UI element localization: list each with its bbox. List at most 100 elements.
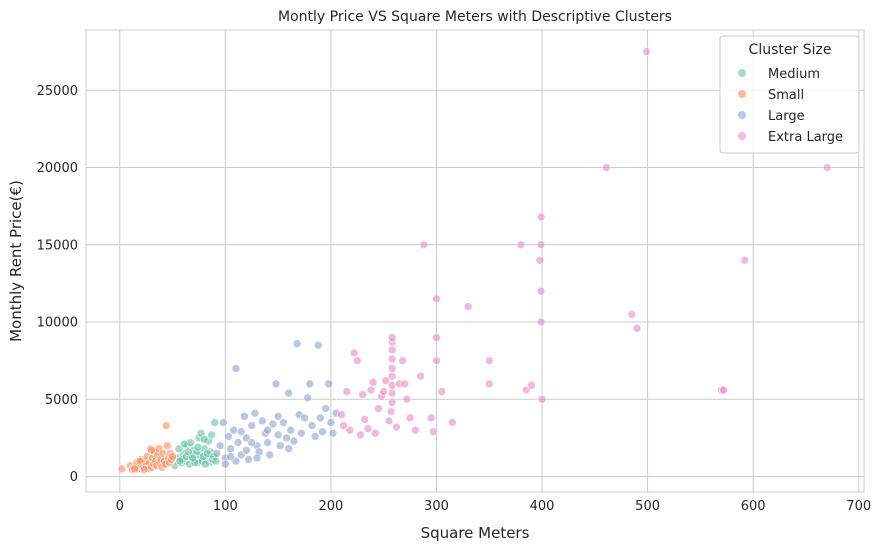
data-point bbox=[627, 310, 637, 319]
y-tick-labels: 0 5000 10000 15000 20000 25000 bbox=[37, 84, 78, 485]
data-point bbox=[224, 432, 233, 441]
data-point bbox=[161, 421, 171, 430]
legend-item-label: Medium bbox=[768, 67, 820, 82]
data-point bbox=[352, 356, 362, 365]
data-point bbox=[400, 379, 410, 389]
data-point bbox=[387, 354, 397, 364]
data-point bbox=[193, 442, 203, 452]
data-point bbox=[822, 163, 832, 172]
data-point bbox=[226, 444, 235, 454]
data-point bbox=[419, 240, 429, 250]
data-point bbox=[273, 430, 283, 440]
data-point bbox=[218, 418, 228, 427]
data-point bbox=[117, 464, 127, 474]
data-point bbox=[374, 404, 383, 413]
legend-marker bbox=[738, 132, 746, 140]
data-point bbox=[356, 430, 365, 440]
data-point bbox=[297, 428, 306, 438]
data-point bbox=[342, 387, 352, 396]
legend-item-label: Small bbox=[768, 88, 804, 103]
data-point bbox=[328, 428, 338, 438]
data-point bbox=[310, 432, 320, 441]
data-point bbox=[273, 411, 283, 421]
data-point bbox=[184, 447, 193, 457]
y-tick-label: 5000 bbox=[45, 393, 78, 408]
data-point bbox=[231, 364, 241, 373]
data-point bbox=[536, 317, 546, 327]
x-tick-label: 500 bbox=[635, 499, 660, 514]
data-point bbox=[537, 394, 547, 404]
data-point bbox=[387, 371, 397, 381]
x-tick-labels: 0 100 200 300 400 500 600 700 bbox=[116, 499, 871, 514]
x-axis-label: Square Meters bbox=[421, 524, 530, 542]
series-medium bbox=[170, 418, 221, 471]
data-point bbox=[642, 47, 651, 56]
series-extra-large bbox=[337, 47, 832, 440]
data-point bbox=[527, 381, 536, 390]
data-point bbox=[268, 419, 278, 429]
data-point bbox=[247, 421, 257, 430]
x-tick-label: 600 bbox=[741, 499, 766, 514]
data-point bbox=[437, 387, 447, 396]
data-point bbox=[484, 379, 494, 389]
data-point bbox=[313, 340, 323, 350]
data-point bbox=[247, 438, 257, 447]
data-point bbox=[384, 416, 394, 426]
data-point bbox=[263, 438, 272, 447]
data-point bbox=[318, 427, 327, 437]
data-point bbox=[240, 411, 249, 421]
data-point bbox=[271, 379, 281, 389]
legend-marker bbox=[738, 111, 746, 119]
data-point bbox=[207, 430, 216, 440]
data-point bbox=[536, 212, 546, 222]
data-point bbox=[168, 452, 177, 461]
data-point bbox=[387, 345, 397, 355]
data-point bbox=[366, 385, 376, 395]
x-tick-label: 700 bbox=[846, 499, 871, 514]
data-point bbox=[242, 445, 251, 455]
data-point bbox=[130, 464, 139, 474]
legend: Cluster Size Medium Small Large Extra Large bbox=[719, 35, 860, 154]
data-point bbox=[349, 348, 359, 358]
data-point bbox=[484, 356, 494, 365]
data-point bbox=[279, 418, 288, 427]
data-point bbox=[429, 427, 438, 437]
data-point bbox=[135, 456, 145, 466]
data-point bbox=[252, 453, 262, 463]
data-point bbox=[740, 255, 750, 265]
data-point bbox=[305, 379, 315, 389]
data-point bbox=[257, 416, 267, 426]
data-point bbox=[432, 356, 441, 365]
data-point bbox=[632, 323, 642, 333]
data-point bbox=[536, 286, 546, 296]
data-point bbox=[215, 441, 225, 450]
y-tick-label: 20000 bbox=[37, 161, 78, 176]
data-point bbox=[211, 456, 221, 466]
data-point bbox=[250, 408, 260, 418]
data-point bbox=[363, 424, 373, 433]
data-points bbox=[117, 47, 832, 474]
data-point bbox=[535, 255, 545, 265]
data-point bbox=[265, 450, 274, 460]
data-point bbox=[402, 394, 412, 404]
data-point bbox=[398, 356, 407, 365]
data-point bbox=[392, 422, 401, 432]
data-point bbox=[411, 425, 420, 435]
series-large bbox=[212, 339, 341, 469]
x-tick-label: 0 bbox=[116, 499, 124, 514]
data-point bbox=[292, 339, 302, 348]
data-point bbox=[416, 371, 425, 381]
data-point bbox=[200, 459, 210, 469]
y-tick-label: 10000 bbox=[37, 316, 78, 331]
data-point bbox=[386, 407, 396, 416]
data-point bbox=[370, 428, 380, 438]
data-point bbox=[229, 425, 239, 435]
y-axis-label: Monthly Rent Price(€) bbox=[7, 180, 25, 342]
data-point bbox=[536, 240, 546, 250]
data-point bbox=[387, 333, 397, 342]
y-tick-label: 0 bbox=[70, 470, 78, 485]
data-point bbox=[326, 418, 336, 427]
data-point bbox=[316, 413, 325, 423]
x-tick-label: 400 bbox=[530, 499, 555, 514]
